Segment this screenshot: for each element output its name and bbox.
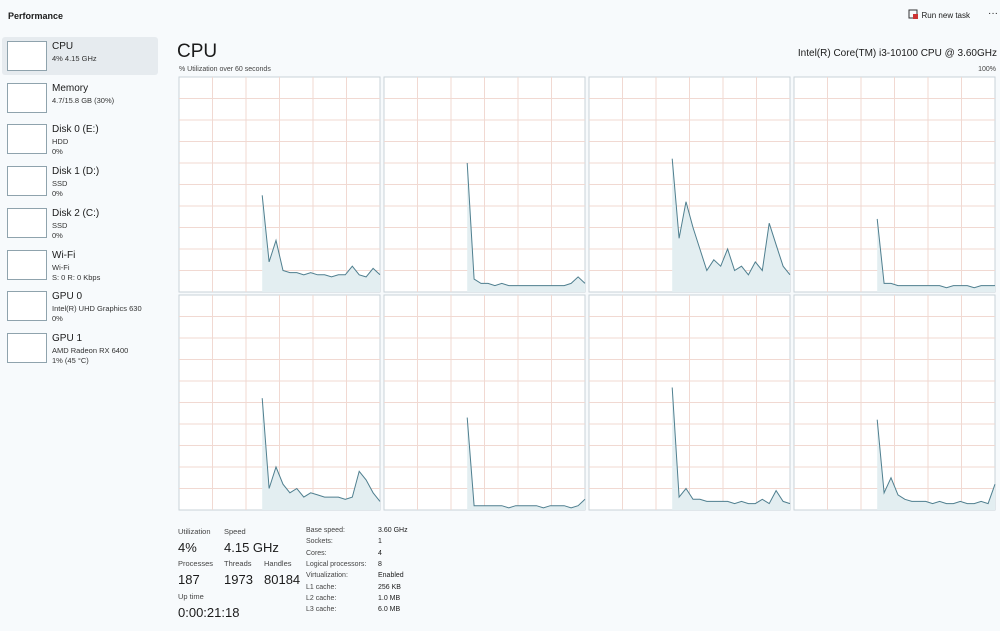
sidebar-item[interactable]: Disk 0 (E:) HDD 0% xyxy=(2,120,158,158)
spec-label: Logical processors: xyxy=(306,560,367,568)
item-detail: HDD xyxy=(52,137,69,147)
item-name: GPU 0 xyxy=(52,291,83,303)
item-detail: 4% 4.15 GHz xyxy=(52,54,97,63)
item-name: CPU xyxy=(52,41,74,52)
spec-value: Enabled xyxy=(378,572,404,580)
utilization-line xyxy=(466,162,586,287)
sidebar-item[interactable]: Wi-Fi Wi-Fi S: 0 R: 0 Kbps xyxy=(2,246,158,284)
item-name: Disk 0 (E:) xyxy=(52,124,99,136)
utilization-area xyxy=(672,387,790,510)
utilization-area xyxy=(262,195,380,292)
spec-value: 6.0 MB xyxy=(378,606,401,614)
spec-value: 256 KB xyxy=(378,583,401,591)
sidebar-item[interactable]: GPU 1 AMD Radeon RX 6400 1% (45 °C) xyxy=(2,329,158,367)
stat-label: Speed xyxy=(224,527,246,536)
utilization-line xyxy=(671,158,791,276)
thumbnail xyxy=(7,166,47,197)
graph-label: % Utilization over 60 seconds xyxy=(179,66,271,73)
thumbnail xyxy=(7,249,47,280)
graph-max: 100% xyxy=(978,66,996,73)
utilization-line xyxy=(876,419,996,505)
stat-label: Threads xyxy=(224,559,252,568)
utilization-line xyxy=(671,387,791,505)
spec-label: L3 cache: xyxy=(306,606,337,614)
spec-label: L1 cache: xyxy=(306,583,337,591)
item-detail: 0% xyxy=(52,314,63,324)
utilization-line xyxy=(261,398,381,502)
spec-value: 8 xyxy=(378,560,382,568)
utilization-area xyxy=(262,398,380,510)
utilization-line xyxy=(466,417,586,509)
stat-label: Up time xyxy=(178,592,204,601)
item-detail: 0% xyxy=(52,230,63,240)
stat-label: Handles xyxy=(264,559,292,568)
spec-label: L2 cache: xyxy=(306,594,337,602)
item-detail: S: 0 R: 0 Kbps xyxy=(52,272,101,282)
spec-label: Sockets: xyxy=(306,538,333,546)
stat-value: 187 xyxy=(178,572,200,587)
run-new-task[interactable]: Run new task xyxy=(908,9,970,20)
stat-label: Processes xyxy=(178,559,214,568)
utilization-line xyxy=(261,195,381,278)
spec-label: Base speed: xyxy=(306,527,345,534)
thumbnail xyxy=(7,124,47,155)
utilization-area xyxy=(672,158,790,292)
spec-value: 4 xyxy=(378,549,382,557)
item-detail: 0% xyxy=(52,147,63,157)
utilization-line xyxy=(876,218,995,289)
spec-value: 3.60 GHz xyxy=(378,527,408,534)
item-name: Memory xyxy=(52,82,89,94)
item-detail: 1% (45 °C) xyxy=(52,355,89,365)
run-new-task-label: Run new task xyxy=(921,11,970,20)
thumbnail xyxy=(7,207,47,238)
stat-label: Utilization xyxy=(178,527,211,536)
run-icon xyxy=(908,9,918,19)
sidebar-item[interactable]: Disk 2 (C:) SSD 0% xyxy=(2,204,158,242)
thumbnail xyxy=(7,82,47,113)
spec-value: 1 xyxy=(378,538,382,546)
utilization-area xyxy=(877,218,995,292)
item-name: Wi-Fi xyxy=(52,249,76,261)
item-detail: AMD Radeon RX 6400 xyxy=(52,345,129,355)
main-title: CPU xyxy=(177,41,218,62)
item-name: Disk 1 (D:) xyxy=(52,166,100,178)
sidebar-item[interactable]: Memory 4.7/15.8 GB (30%) xyxy=(2,79,158,117)
more-button[interactable]: ··· xyxy=(988,8,998,19)
stat-value: 80184 xyxy=(264,572,301,587)
item-name: Disk 2 (C:) xyxy=(52,207,100,219)
stat-value: 1973 xyxy=(224,572,253,587)
spec-label: Cores: xyxy=(306,549,327,557)
item-detail: Intel(R) UHD Graphics 630 xyxy=(52,304,142,314)
sidebar-item[interactable]: CPU 4% 4.15 GHz xyxy=(2,37,158,75)
item-detail: SSD xyxy=(52,220,68,230)
stat-value: 4.15 GHz xyxy=(224,540,279,555)
thumbnail xyxy=(7,41,47,71)
thumbnail xyxy=(7,291,47,322)
item-detail: Wi-Fi xyxy=(52,262,70,272)
item-name: GPU 1 xyxy=(52,332,83,344)
spec-label: Virtualization: xyxy=(306,572,348,580)
sidebar-item[interactable]: GPU 0 Intel(R) UHD Graphics 630 0% xyxy=(2,287,158,325)
item-detail: SSD xyxy=(52,179,68,189)
stat-value: 0:00:21:18 xyxy=(178,605,240,620)
processor-name: Intel(R) Core(TM) i3-10100 CPU @ 3.60GHz xyxy=(797,48,997,59)
item-detail: 0% xyxy=(52,189,63,199)
page-title: Performance xyxy=(8,11,64,21)
item-detail: 4.7/15.8 GB (30%) xyxy=(52,95,115,105)
sidebar-item[interactable]: Disk 1 (D:) SSD 0% xyxy=(2,162,158,200)
spec-value: 1.0 MB xyxy=(378,594,401,602)
stat-value: 4% xyxy=(178,540,197,555)
thumbnail xyxy=(7,332,47,363)
utilization-area xyxy=(877,419,995,510)
